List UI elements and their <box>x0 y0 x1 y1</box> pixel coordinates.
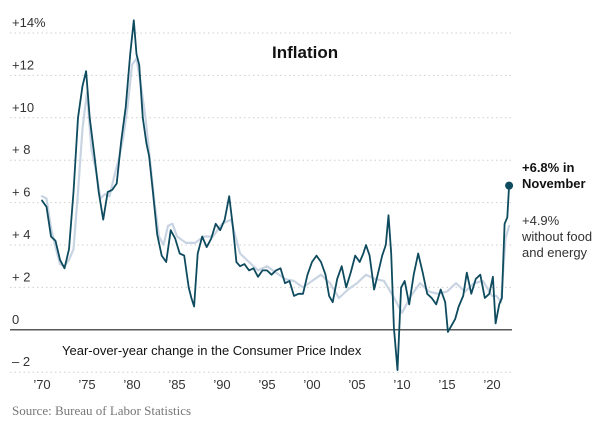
y-tick-label: 0 <box>12 312 19 327</box>
headline-annotation-line1: +6.8% in <box>522 160 574 175</box>
y-tick-label: + 4 <box>12 227 30 242</box>
y-tick-label: + 2 <box>12 269 30 284</box>
x-tick-label: ’10 <box>393 377 410 392</box>
x-tick-label: ’15 <box>438 377 455 392</box>
y-tick-label: + 6 <box>12 185 30 200</box>
x-axis-ticks: ’70 ’75 ’80 ’85 ’90 ’95 ’00 ’05 ’10 ’15 ’20 <box>33 377 500 392</box>
series-lines <box>40 19 511 372</box>
x-tick-label: ’80 <box>123 377 140 392</box>
cpi-core-line <box>40 57 511 314</box>
headline-annotation-line2: November <box>522 176 586 191</box>
y-tick-label: – 2 <box>12 354 30 369</box>
x-tick-label: ’85 <box>168 377 185 392</box>
x-tick-label: ’90 <box>213 377 230 392</box>
y-axis-ticks: +14% +12 +10 + 8 + 6 + 4 + 2 0 – 2 <box>12 15 46 369</box>
source-note: Source: Bureau of Labor Statistics <box>12 403 192 418</box>
x-tick-label: ’00 <box>303 377 320 392</box>
chart-subtitle: Year-over-year change in the Consumer Pr… <box>62 343 362 358</box>
x-tick-label: ’20 <box>483 377 500 392</box>
x-tick-label: ’75 <box>78 377 95 392</box>
x-tick-label: ’05 <box>348 377 365 392</box>
gridlines <box>10 32 512 373</box>
y-tick-label: +10 <box>12 100 34 115</box>
core-annotation-line1: +4.9% <box>522 213 560 228</box>
core-annotation-line2: without food <box>521 229 592 244</box>
x-tick-label: ’70 <box>33 377 50 392</box>
x-tick-label: ’95 <box>258 377 275 392</box>
latest-value-dot <box>505 181 514 190</box>
y-tick-label: + 8 <box>12 142 30 157</box>
cpi-all-items-line <box>41 19 511 372</box>
y-tick-label: +12 <box>12 57 34 72</box>
core-annotation-line3: and energy <box>522 245 588 260</box>
y-tick-label: +14% <box>12 15 46 30</box>
chart-title: Inflation <box>272 43 338 62</box>
